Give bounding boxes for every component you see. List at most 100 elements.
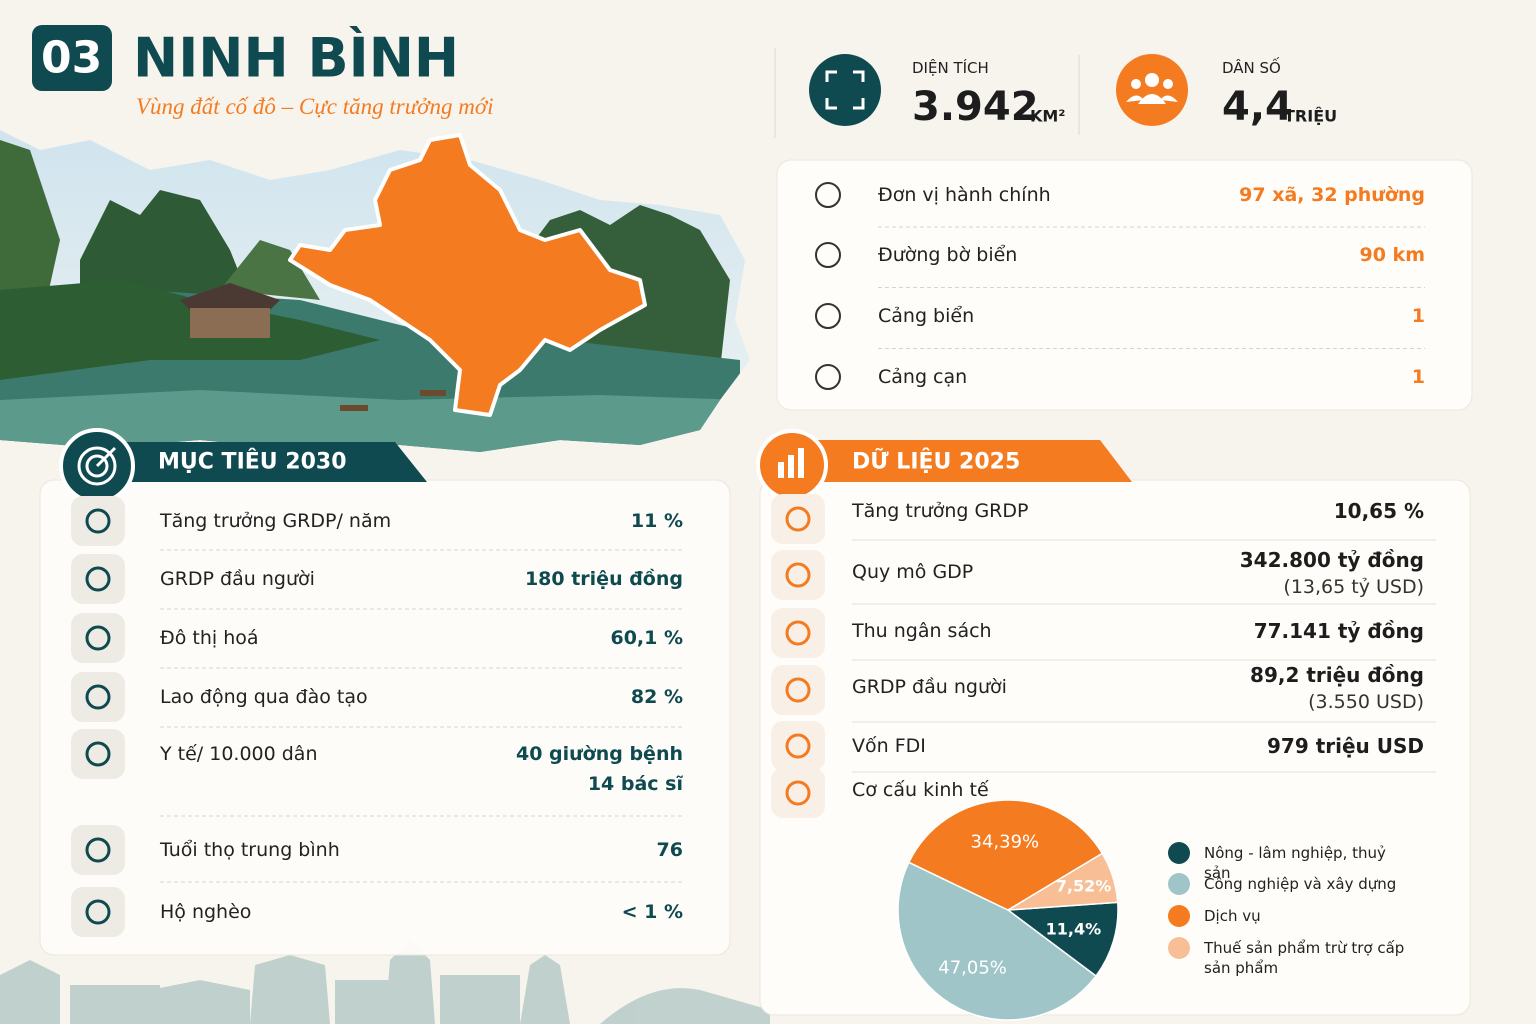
row-value: 82 %	[630, 686, 683, 708]
icon	[785, 620, 811, 646]
icon-bg	[771, 721, 825, 771]
icon	[85, 625, 111, 651]
slice-label: 11,4%	[1045, 919, 1102, 939]
legend-label: Công nghiệp và xây dựng	[1204, 875, 1397, 893]
icon-bg	[71, 729, 125, 779]
legend-label: Thuế sản phẩm trừ trợ cấp sản phẩm	[1204, 939, 1405, 977]
stat-value: 4,4	[1222, 84, 1293, 130]
stat-label: DÂN SỐ	[1222, 59, 1281, 77]
row-value: 60,1 %	[610, 627, 683, 649]
row-label: Hộ nghèo	[160, 901, 252, 923]
legend-label: Nông - lâm nghiệp, thuỷ sản	[1204, 844, 1386, 882]
targets-card	[39, 479, 731, 956]
skyline	[0, 940, 770, 1024]
info-value: 97 xã, 32 phường	[1239, 184, 1425, 206]
row-note: (13,65 tỷ USD)	[1283, 576, 1424, 598]
info-value: 90 km	[1359, 244, 1426, 266]
separators	[160, 226, 1436, 883]
row-value: 40 giường bệnh	[515, 743, 683, 765]
icon-bg	[71, 825, 125, 875]
legend-label: Dịch vụ	[1204, 907, 1261, 925]
icon	[85, 508, 111, 534]
row-value: 77.141 tỷ đồng	[1253, 619, 1424, 643]
icon	[785, 780, 811, 806]
info-label: Cảng biển	[878, 305, 975, 327]
icon	[815, 303, 841, 329]
section-ribbon	[790, 440, 1132, 482]
number-badge	[32, 25, 112, 91]
province-map	[288, 133, 647, 417]
section-ribbon	[100, 442, 427, 482]
legend-swatch	[1168, 905, 1190, 927]
stat-unit: TRIỆU	[1284, 106, 1338, 126]
icon-bg	[71, 554, 125, 604]
icon-bg	[71, 613, 125, 663]
icon	[785, 733, 811, 759]
legend-swatch	[1168, 873, 1190, 895]
row-label: Tuổi thọ trung bình	[160, 839, 340, 861]
row-label: GRDP đầu người	[852, 676, 1007, 698]
row-value: < 1 %	[621, 901, 683, 923]
row-label: Tăng trưởng GRDP	[852, 500, 1029, 522]
icon	[85, 741, 111, 767]
icon-bg	[771, 768, 825, 818]
info-value: 1	[1411, 366, 1425, 388]
icon	[85, 684, 111, 710]
icon	[85, 566, 111, 592]
row-value: 14 bác sĩ	[587, 773, 683, 795]
slice-label: 7,52%	[1055, 876, 1112, 896]
row-label: Tăng trưởng GRDP/ năm	[160, 510, 392, 532]
stat-unit: KM²	[1030, 106, 1066, 126]
legend-swatch	[1168, 842, 1190, 864]
icon	[815, 242, 841, 268]
slice-label: 47,05%	[938, 957, 1007, 979]
pie-slice	[1005, 901, 1119, 978]
stat-icon	[1116, 54, 1188, 126]
row-value: 979 triệu USD	[1266, 734, 1424, 758]
row-note: (3.550 USD)	[1308, 691, 1424, 713]
row-label: Vốn FDI	[852, 735, 926, 757]
icon	[785, 506, 811, 532]
row-value: 11 %	[630, 510, 683, 532]
row-label: Y tế/ 10.000 dân	[160, 743, 318, 765]
legend-swatch	[1168, 937, 1190, 959]
info-value: 1	[1411, 305, 1425, 327]
icon-bg	[771, 494, 825, 544]
section-title: MỤC TIÊU 2030	[158, 449, 347, 475]
icon-bg	[71, 887, 125, 937]
stat-value: 3.942	[912, 84, 1039, 130]
icons	[71, 182, 841, 937]
stat-icon	[809, 54, 881, 126]
icon	[815, 364, 841, 390]
row-value: 342.800 tỷ đồng	[1239, 548, 1424, 572]
pie-chart	[897, 799, 1190, 1021]
info-label: Đường bờ biển	[878, 244, 1018, 266]
row-value: 180 triệu đồng	[524, 568, 683, 590]
row-value: 76	[656, 839, 683, 861]
icon-bg	[771, 665, 825, 715]
info-label: Đơn vị hành chính	[878, 184, 1051, 206]
icon	[85, 837, 111, 863]
info-card	[776, 159, 1473, 411]
icon-bg	[771, 608, 825, 658]
row-value: 10,65 %	[1333, 499, 1424, 523]
stat-label: DIỆN TÍCH	[912, 59, 989, 77]
page-title: NINH BÌNH	[133, 26, 460, 90]
icon	[815, 182, 841, 208]
row-label: GRDP đầu người	[160, 568, 315, 590]
row-label: Quy mô GDP	[852, 561, 974, 583]
icon	[785, 677, 811, 703]
row-label: Đô thị hoá	[160, 627, 259, 649]
row-label: Lao động qua đào tạo	[160, 686, 368, 708]
slice-label: 34,39%	[970, 831, 1040, 853]
badge-number: 03	[41, 32, 103, 84]
pie-slice	[907, 799, 1104, 911]
icon	[85, 899, 111, 925]
pie-slice	[1007, 852, 1119, 911]
page-subtitle: Vùng đất cố đô – Cực tăng trưởng mới	[136, 94, 494, 119]
section-title: DỮ LIỆU 2025	[852, 449, 1021, 475]
row-value: 89,2 triệu đồng	[1250, 663, 1424, 687]
row-label: Thu ngân sách	[852, 620, 992, 642]
